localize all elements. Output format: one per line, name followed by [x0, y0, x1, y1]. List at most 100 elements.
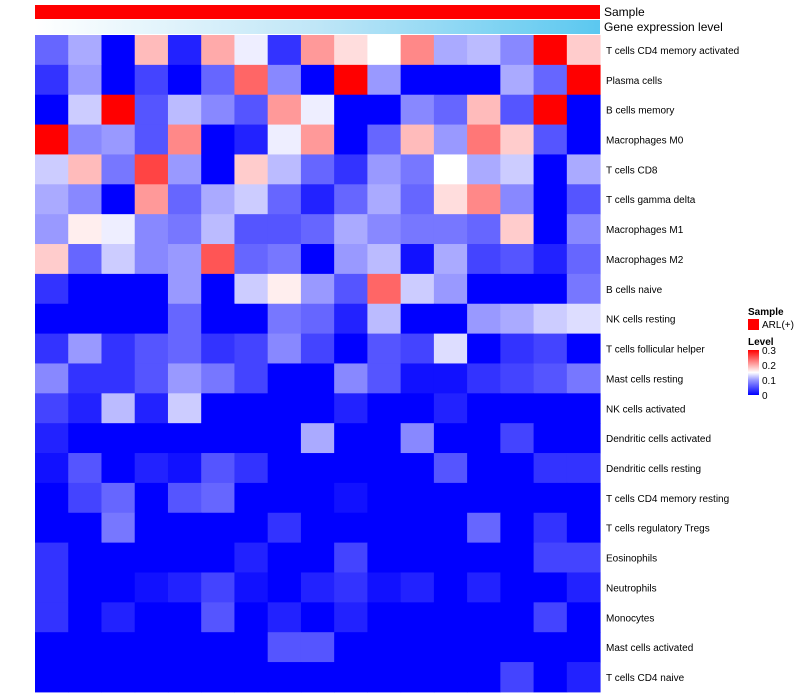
heatmap-cell — [400, 453, 435, 484]
heatmap-cell — [101, 453, 136, 484]
heatmap-cell — [334, 602, 368, 633]
heatmap-cell — [400, 184, 435, 215]
heatmap-cell — [334, 214, 368, 245]
heatmap-cell — [201, 273, 235, 305]
heatmap-cell — [267, 184, 302, 215]
heatmap-cell — [68, 393, 102, 424]
heatmap-cell — [500, 662, 535, 693]
heatmap-cell — [167, 393, 202, 424]
heatmap-cell — [467, 333, 501, 364]
heatmap-cell — [500, 512, 535, 544]
heatmap-cell — [201, 184, 235, 215]
heatmap-cell — [566, 363, 601, 394]
heatmap-cell — [134, 423, 169, 454]
row-label: T cells regulatory Tregs — [606, 524, 710, 535]
heatmap-cell — [566, 303, 601, 335]
heatmap-cell — [101, 273, 136, 305]
heatmap-cell — [167, 124, 202, 155]
heatmap-cell — [533, 184, 568, 215]
heatmap-cell — [367, 453, 402, 484]
heatmap-cell — [334, 154, 368, 185]
heatmap-cell — [533, 154, 568, 185]
heatmap-cell — [234, 512, 269, 544]
heatmap-cell — [167, 542, 202, 573]
heatmap-cell — [68, 273, 102, 305]
heatmap-cell — [167, 64, 202, 96]
heatmap-cell — [467, 214, 501, 245]
heatmap-cell — [134, 154, 169, 185]
heatmap-cell — [234, 273, 269, 305]
heatmap-cell — [500, 35, 535, 66]
heatmap-cell — [201, 214, 235, 245]
row-label: Macrophages M1 — [606, 225, 684, 236]
heatmap-cell — [101, 632, 136, 663]
heatmap-cell — [367, 363, 402, 394]
heatmap-cell — [433, 453, 468, 484]
heatmap-cell — [68, 333, 102, 364]
row-label: Macrophages M0 — [606, 136, 684, 147]
heatmap-cell — [300, 482, 335, 514]
heatmap-cell — [367, 94, 402, 126]
heatmap-cell — [300, 453, 335, 484]
heatmap-cell — [334, 94, 368, 126]
heatmap-cell — [500, 393, 535, 424]
heatmap-cell — [533, 214, 568, 245]
heatmap-cell — [500, 244, 535, 275]
heatmap-cell — [201, 393, 235, 424]
heatmap-cell — [267, 602, 302, 633]
heatmap-cell — [500, 423, 535, 454]
heatmap-cell — [300, 423, 335, 454]
row-labels: T cells CD4 memory activated Plasma cells… — [606, 46, 739, 684]
heatmap-cell — [300, 512, 335, 544]
gene-expression-track-label: Gene expression level — [604, 20, 723, 34]
heatmap-cell — [467, 154, 501, 185]
heatmap-cell — [167, 303, 202, 335]
heatmap-cell — [267, 662, 302, 693]
heatmap-cell — [101, 363, 136, 394]
heatmap-cell — [367, 214, 402, 245]
heatmap-cell — [566, 632, 601, 663]
gene-expression-annotation-track — [35, 20, 600, 34]
heatmap-cell — [134, 214, 169, 245]
heatmap-cell — [68, 244, 102, 275]
heatmap-cell — [400, 602, 435, 633]
sample-track-label: Sample — [604, 5, 645, 19]
heatmap-cell — [167, 512, 202, 544]
heatmap-cell — [201, 64, 235, 96]
heatmap-cell — [134, 303, 169, 335]
heatmap-cell — [134, 602, 169, 633]
heatmap-cell — [433, 542, 468, 573]
heatmap-cell — [433, 363, 468, 394]
heatmap-cell — [533, 602, 568, 633]
heatmap-cell — [167, 423, 202, 454]
heatmap-cell — [68, 542, 102, 573]
heatmap-cell — [134, 542, 169, 573]
heatmap-cell — [533, 64, 568, 96]
heatmap-cell — [300, 393, 335, 424]
heatmap-cell — [300, 94, 335, 126]
heatmap-cell — [300, 214, 335, 245]
heatmap-cell — [68, 512, 102, 544]
heatmap-cell — [167, 572, 202, 603]
heatmap-cell — [267, 35, 302, 66]
heatmap-cell — [267, 214, 302, 245]
heatmap-cell — [167, 94, 202, 126]
heatmap-cell — [566, 602, 601, 633]
heatmap-cell — [101, 64, 136, 96]
heatmap-cell — [433, 303, 468, 335]
heatmap-cell — [35, 393, 69, 424]
heatmap-cell — [68, 453, 102, 484]
heatmap-cell — [400, 124, 435, 155]
heatmap-cell — [533, 542, 568, 573]
heatmap-cell — [566, 124, 601, 155]
heatmap-cell — [533, 482, 568, 514]
heatmap-cell — [367, 482, 402, 514]
heatmap-cell — [334, 64, 368, 96]
heatmap-cell — [400, 154, 435, 185]
heatmap-cell — [35, 64, 69, 96]
heatmap-cell — [334, 124, 368, 155]
heatmap-cell — [334, 512, 368, 544]
heatmap-cell — [467, 64, 501, 96]
heatmap-cell — [201, 542, 235, 573]
